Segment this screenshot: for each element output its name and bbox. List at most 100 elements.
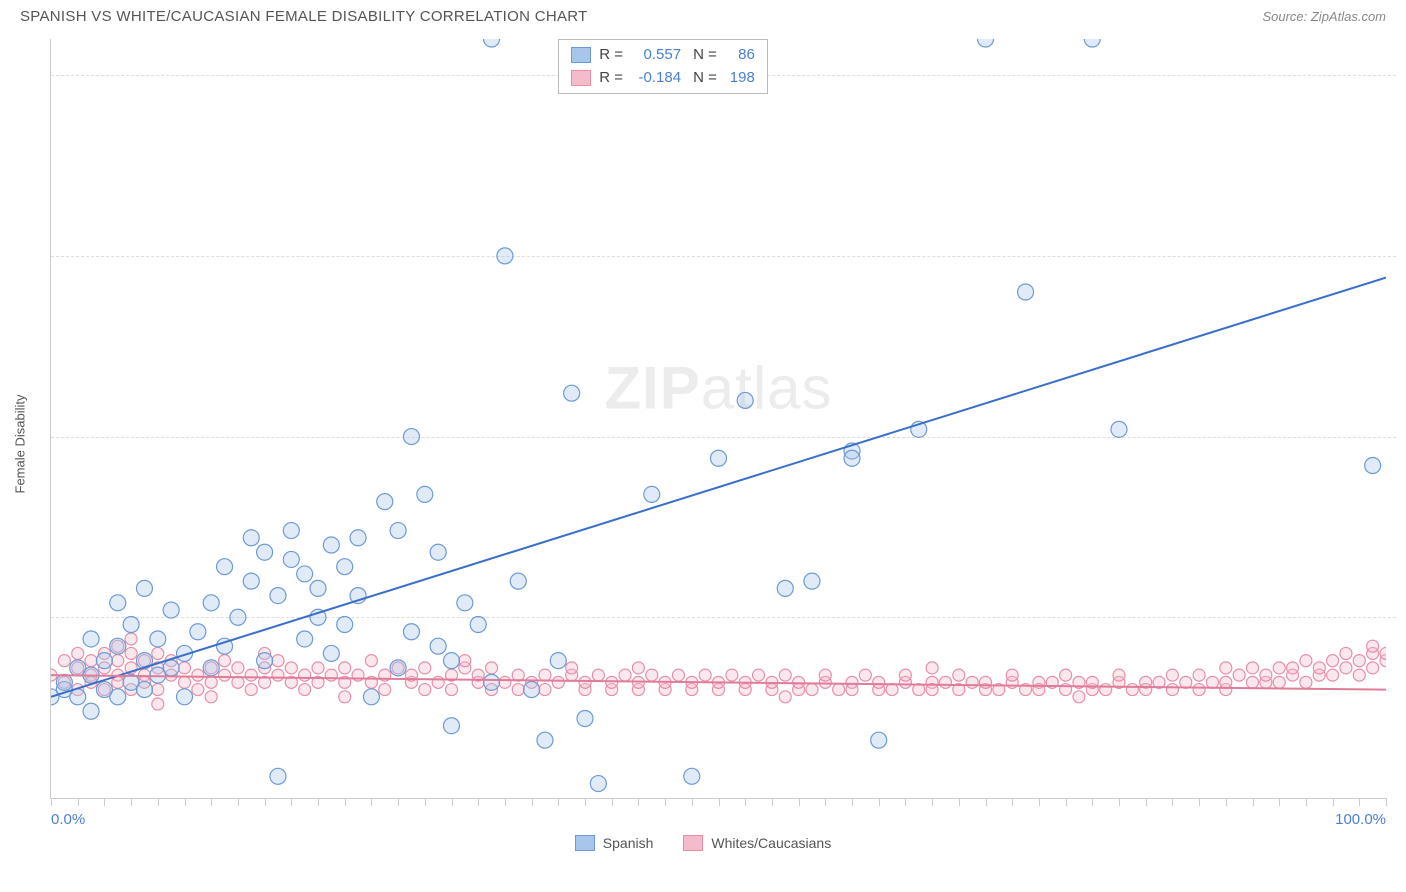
scatter-point: [339, 691, 351, 703]
scatter-point: [403, 624, 419, 640]
scatter-point: [150, 631, 166, 647]
scatter-point: [310, 580, 326, 596]
scatter-point: [270, 768, 286, 784]
scatter-point: [632, 662, 644, 674]
scatter-point: [163, 660, 179, 676]
scatter-point: [684, 768, 700, 784]
scatter-point: [177, 689, 193, 705]
chart-title: SPANISH VS WHITE/CAUCASIAN FEMALE DISABI…: [20, 8, 588, 25]
scatter-point: [537, 732, 553, 748]
scatter-point: [444, 718, 460, 734]
scatter-point: [819, 669, 831, 681]
legend-row-whites: R = -0.184 N = 198: [571, 67, 755, 90]
x-tick: [959, 798, 960, 806]
scatter-point: [230, 609, 246, 625]
scatter-point: [325, 669, 337, 681]
scatter-point: [112, 655, 124, 667]
scatter-point: [459, 655, 471, 667]
scatter-point: [619, 669, 631, 681]
x-tick: [265, 798, 266, 806]
scatter-point: [110, 689, 126, 705]
x-tick: [1226, 798, 1227, 806]
scatter-point: [1126, 684, 1138, 696]
scatter-point: [83, 631, 99, 647]
scatter-point: [232, 662, 244, 674]
scatter-point: [1084, 39, 1100, 47]
legend-swatch-whites: [571, 70, 591, 86]
scatter-point: [966, 676, 978, 688]
scatter-point: [1247, 676, 1259, 688]
legend-item-spanish: Spanish: [575, 835, 654, 851]
x-tick: [104, 798, 105, 806]
x-tick: [692, 798, 693, 806]
scatter-point: [1073, 691, 1085, 703]
scatter-point: [873, 676, 885, 688]
scatter-point: [510, 573, 526, 589]
scatter-point: [978, 39, 994, 47]
scatter-point: [499, 676, 511, 688]
x-tick: [1146, 798, 1147, 806]
scatter-point: [566, 662, 578, 674]
x-tick: [665, 798, 666, 806]
x-tick-label: 0.0%: [51, 811, 85, 828]
scatter-point: [136, 682, 152, 698]
x-tick: [1386, 798, 1387, 806]
scatter-point: [564, 385, 580, 401]
scatter-point: [192, 669, 204, 681]
scatter-point: [539, 669, 551, 681]
x-tick: [1253, 798, 1254, 806]
source-attribution: Source: ZipAtlas.com: [1262, 9, 1386, 24]
scatter-point: [1273, 662, 1285, 674]
scatter-point: [272, 655, 284, 667]
scatter-point: [432, 676, 444, 688]
scatter-point: [457, 595, 473, 611]
scatter-point: [484, 39, 500, 47]
scatter-point: [377, 494, 393, 510]
scatter-point: [1353, 655, 1365, 667]
plot-area: ZIPatlas R = 0.557 N = 86 R = -0.184 N =…: [50, 39, 1386, 799]
x-tick: [905, 798, 906, 806]
scatter-point: [243, 573, 259, 589]
scatter-point: [403, 429, 419, 445]
x-tick: [345, 798, 346, 806]
scatter-point: [497, 248, 513, 264]
x-tick: [1119, 798, 1120, 806]
scatter-point: [179, 676, 191, 688]
scatter-point: [163, 602, 179, 618]
x-tick: [1172, 798, 1173, 806]
scatter-point: [777, 580, 793, 596]
x-tick: [452, 798, 453, 806]
scatter-point: [844, 450, 860, 466]
scatter-point: [1327, 669, 1339, 681]
scatter-point: [1220, 662, 1232, 674]
scatter-point: [486, 662, 498, 674]
x-tick: [211, 798, 212, 806]
legend-swatch-icon: [683, 835, 703, 851]
scatter-point: [804, 573, 820, 589]
scatter-point: [1060, 669, 1072, 681]
scatter-point: [125, 633, 137, 645]
scatter-point: [1206, 676, 1218, 688]
x-tick: [745, 798, 746, 806]
n-label: N =: [693, 44, 717, 67]
correlation-legend-box: R = 0.557 N = 86 R = -0.184 N = 198: [558, 39, 768, 94]
scatter-point: [577, 710, 593, 726]
x-tick: [185, 798, 186, 806]
scatter-point: [323, 645, 339, 661]
scatter-point: [297, 631, 313, 647]
x-tick: [825, 798, 826, 806]
scatter-svg: [51, 39, 1386, 798]
scatter-point: [179, 662, 191, 674]
scatter-point: [1166, 669, 1178, 681]
scatter-point: [337, 559, 353, 575]
x-tick: [318, 798, 319, 806]
chart-header: SPANISH VS WHITE/CAUCASIAN FEMALE DISABI…: [0, 0, 1406, 29]
scatter-point: [339, 662, 351, 674]
x-tick: [1306, 798, 1307, 806]
x-tick: [852, 798, 853, 806]
y-tick-label: 50.0%: [1396, 446, 1406, 463]
x-tick: [371, 798, 372, 806]
scatter-point: [524, 682, 540, 698]
scatter-point: [779, 691, 791, 703]
scatter-point: [58, 655, 70, 667]
